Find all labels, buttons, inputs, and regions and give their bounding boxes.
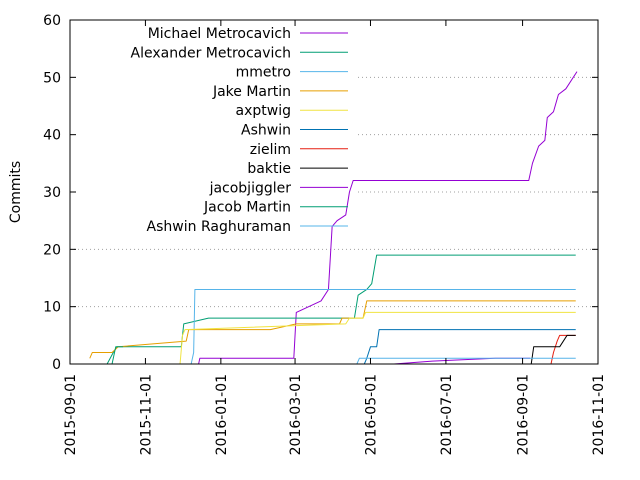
- legend-label: Jake Martin: [212, 84, 291, 100]
- legend-label: Alexander Metrocavich: [131, 45, 292, 61]
- series-line: [392, 334, 576, 365]
- x-tick-label: 2016-03-01: [288, 374, 304, 455]
- legend-label: Ashwin Raghuraman: [147, 219, 291, 235]
- x-tick-label: 2016-05-01: [363, 374, 379, 455]
- x-tick-label: 2015-11-01: [138, 374, 154, 455]
- x-tick-label: 2016-01-01: [214, 374, 230, 455]
- legend-label: mmetro: [236, 65, 291, 81]
- x-tick-label: 2016-07-01: [439, 374, 455, 455]
- series-line: [363, 329, 576, 365]
- y-axis-label: Commits: [8, 161, 24, 223]
- y-tick-label: 40: [43, 128, 61, 144]
- series-line: [111, 346, 124, 365]
- legend-label: zielim: [250, 142, 291, 158]
- legend-label: axptwig: [236, 103, 291, 119]
- legend-label: Jacob Martin: [203, 200, 291, 216]
- series-line: [179, 311, 576, 365]
- y-tick-label: 20: [43, 242, 61, 258]
- y-tick-label: 60: [43, 13, 61, 29]
- legend-label: Ashwin: [241, 123, 291, 139]
- x-tick-label: 2015-09-01: [63, 374, 79, 455]
- series-line: [106, 254, 576, 365]
- x-tick-label: 2016-11-01: [591, 374, 607, 455]
- legend-label: Michael Metrocavich: [148, 26, 291, 42]
- series-line: [356, 357, 576, 365]
- legend: Michael Metrocavich Alexander Metrocavich…: [131, 26, 348, 235]
- series-line: [393, 357, 530, 365]
- x-tick-label: 2016-09-01: [516, 374, 532, 455]
- y-tick-label: 10: [43, 300, 61, 316]
- y-tick-label: 30: [43, 185, 61, 201]
- axes: 0 10 20 30 40 50 60 2015-09-01 2015-11-01 2016-01…: [43, 13, 607, 455]
- series-line: [190, 288, 576, 365]
- y-tick-label: 0: [52, 357, 61, 373]
- series-line: [530, 334, 576, 365]
- legend-label: jacobjiggler: [209, 180, 292, 196]
- y-tick-label: 50: [43, 70, 61, 86]
- series-line: [198, 71, 578, 365]
- legend-label: baktie: [247, 161, 291, 177]
- grid-lines: [70, 76, 598, 308]
- series-lines: [89, 71, 578, 365]
